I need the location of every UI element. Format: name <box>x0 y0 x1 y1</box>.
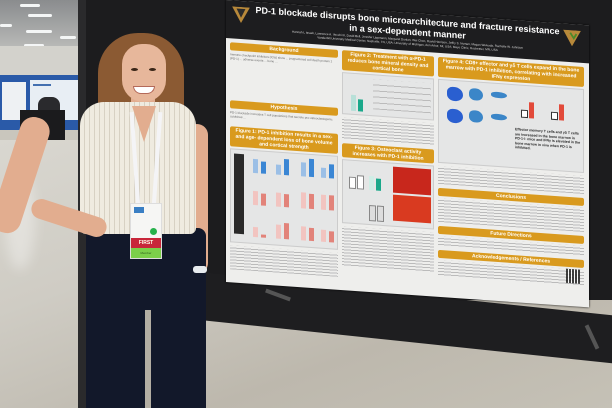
microct-images <box>234 153 244 235</box>
hall-wall <box>0 46 90 80</box>
figure-bar <box>309 158 314 178</box>
figure-bar <box>301 162 306 177</box>
figure-bar <box>377 205 384 223</box>
poster-column-1: Background Immune checkpoint inhibitors … <box>230 42 338 281</box>
floor-reflection <box>5 170 35 270</box>
figure-bar <box>551 111 558 121</box>
figure-bar <box>276 192 281 207</box>
flow-plot <box>447 86 463 102</box>
figure-bar <box>261 193 266 206</box>
figure1-panels <box>230 148 338 250</box>
figure-bar <box>276 164 281 175</box>
figure-bar <box>329 195 334 211</box>
figure-bar <box>301 192 306 209</box>
figure-bar <box>351 94 356 112</box>
figure-bar <box>253 190 258 206</box>
figure2-caption <box>342 117 434 146</box>
flow-plot <box>447 108 463 124</box>
research-poster: PD-1 blockade disrupts bone microarchite… <box>226 0 589 308</box>
figure-bar <box>261 234 266 238</box>
figure-bar <box>321 229 326 242</box>
ceiling-light <box>28 14 52 17</box>
figure-bar <box>261 161 266 174</box>
flow-plot <box>469 87 483 101</box>
qr-code-icon[interactable] <box>566 268 580 284</box>
figure-bar <box>284 159 289 176</box>
figure4-panels: Effector memory T cells and γδ T cells a… <box>438 78 584 174</box>
poster-board-edge <box>78 0 86 408</box>
poster-column-3: Figure 4: CD8+ effector and γδ T cells e… <box>438 56 584 290</box>
ceiling-light <box>60 36 76 39</box>
figure-bar <box>284 223 289 240</box>
figure-bar <box>521 109 528 119</box>
figure-bar <box>309 193 314 210</box>
ceiling-light <box>26 30 52 33</box>
ceiling-light <box>0 24 12 27</box>
figure3-panels <box>342 159 434 230</box>
figure-bar <box>559 104 564 121</box>
figure-bar <box>369 204 376 222</box>
figure-bar <box>301 226 306 241</box>
figure-bar <box>529 102 534 119</box>
figure2-table <box>373 79 431 114</box>
figure-bar <box>321 167 326 178</box>
figure4-summary: Effector memory T cells and γδ T cells a… <box>515 127 581 151</box>
section-text-background: Immune checkpoint inhibitors (ICIs) show… <box>230 52 334 64</box>
university-logo-icon <box>232 6 250 24</box>
figure2-panels <box>342 72 434 121</box>
figure-bar <box>309 227 314 242</box>
figure-bar <box>329 164 334 179</box>
figure3-caption <box>342 226 434 273</box>
poster-column-2: Figure 2: Treatment with α-PD-1 reduces … <box>342 50 434 276</box>
figure-bar <box>253 226 258 238</box>
ceiling-light <box>20 4 40 7</box>
poster-header: PD-1 blockade disrupts bone microarchite… <box>226 0 589 64</box>
figure-bar <box>369 175 374 191</box>
figure-bar <box>321 194 326 210</box>
ceiling-light <box>24 44 44 47</box>
figure-bar <box>284 194 289 208</box>
figure-bar <box>253 158 258 174</box>
figure-bar <box>357 175 364 190</box>
figure-bar <box>329 231 334 243</box>
university-logo-icon <box>563 29 581 47</box>
flow-plot <box>491 91 507 99</box>
figure-bar <box>358 99 363 112</box>
figure-bar <box>376 178 381 191</box>
figure-bar <box>349 176 356 190</box>
flow-plot <box>491 113 507 121</box>
figure1-caption <box>230 245 338 277</box>
histology-image-pd1 <box>393 194 431 224</box>
flow-plot <box>469 109 483 123</box>
figure-bar <box>276 224 281 239</box>
histology-image-control <box>393 166 431 196</box>
